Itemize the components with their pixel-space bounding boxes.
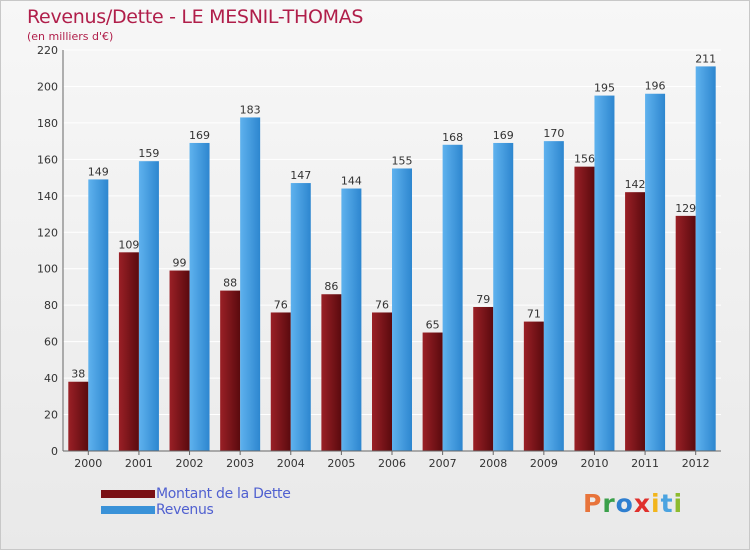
logo-letter: P bbox=[583, 489, 603, 518]
bar-dette bbox=[372, 312, 392, 451]
value-label-dette: 86 bbox=[324, 280, 338, 293]
value-label-dette: 38 bbox=[71, 368, 85, 381]
bar-dette bbox=[625, 192, 646, 451]
value-label-dette: 79 bbox=[476, 293, 490, 306]
bar-revenus bbox=[594, 95, 615, 452]
value-label-revenus: 149 bbox=[88, 165, 109, 178]
y-tick-label: 80 bbox=[44, 299, 58, 312]
x-tick-label: 2008 bbox=[479, 457, 507, 470]
chart-subtitle: (en milliers d'€) bbox=[27, 30, 114, 43]
bar-dette bbox=[473, 307, 494, 451]
value-label-revenus: 195 bbox=[594, 82, 615, 95]
x-tick-label: 2002 bbox=[176, 457, 204, 470]
x-tick-label: 2009 bbox=[530, 457, 558, 470]
value-label-dette: 129 bbox=[675, 202, 696, 215]
proxiti-logo: Proxiti bbox=[583, 489, 683, 518]
y-tick-label: 100 bbox=[37, 263, 58, 276]
bar-revenus bbox=[189, 142, 210, 451]
y-tick-label: 200 bbox=[37, 80, 58, 93]
bar-revenus bbox=[138, 161, 159, 451]
value-label-dette: 88 bbox=[223, 277, 237, 290]
bar-dette bbox=[675, 215, 696, 451]
logo-letter: i bbox=[651, 489, 661, 518]
logo-letter: i bbox=[673, 489, 684, 518]
value-label-revenus: 169 bbox=[493, 129, 514, 142]
legend-swatch-revenus bbox=[101, 506, 155, 514]
value-label-dette: 76 bbox=[375, 298, 389, 311]
x-tick-label: 2011 bbox=[631, 457, 659, 470]
bar-dette bbox=[523, 321, 544, 451]
y-tick-label: 120 bbox=[37, 226, 58, 239]
bar-dette bbox=[422, 332, 443, 451]
x-tick-label: 2010 bbox=[580, 457, 608, 470]
legend-swatch-dette bbox=[101, 490, 155, 498]
bar-revenus bbox=[442, 144, 463, 452]
value-label-revenus: 155 bbox=[392, 154, 413, 167]
axes: 0 20 40 60 80 100 120 140 160 180 200 220 2000 2001 20… bbox=[37, 44, 721, 470]
bars bbox=[68, 66, 716, 452]
bar-revenus bbox=[645, 93, 666, 451]
logo-letter: r bbox=[602, 489, 616, 518]
bar-dette bbox=[169, 270, 190, 451]
value-label-dette: 142 bbox=[625, 178, 646, 191]
logo-letter: x bbox=[633, 489, 651, 518]
logo-letter: t bbox=[660, 489, 674, 518]
value-label-revenus: 168 bbox=[442, 131, 463, 144]
value-label-revenus: 169 bbox=[189, 129, 210, 142]
value-label-revenus: 147 bbox=[290, 169, 311, 182]
y-tick-label: 180 bbox=[37, 117, 58, 130]
value-label-dette: 71 bbox=[527, 308, 541, 321]
bar-revenus bbox=[695, 66, 716, 452]
y-tick-label: 40 bbox=[44, 372, 58, 385]
bar-dette bbox=[68, 381, 89, 451]
bar-dette bbox=[118, 252, 139, 451]
value-label-revenus: 183 bbox=[240, 103, 261, 116]
y-tick-label: 220 bbox=[37, 44, 58, 57]
bar-revenus bbox=[240, 117, 261, 451]
y-tick-label: 140 bbox=[37, 190, 58, 203]
bar-dette bbox=[270, 312, 291, 451]
bar-revenus bbox=[392, 168, 412, 451]
x-tick-label: 2003 bbox=[226, 457, 254, 470]
x-tick-label: 2000 bbox=[74, 457, 102, 470]
x-tick-label: 2004 bbox=[277, 457, 305, 470]
chart-title: Revenus/Dette - LE MESNIL-THOMAS bbox=[27, 6, 364, 28]
y-tick-label: 60 bbox=[44, 336, 58, 349]
logo-letter: o bbox=[615, 489, 634, 518]
bar-revenus bbox=[493, 142, 514, 451]
value-labels: 38 149 109 159 99 169 88 183 76 147 86 144 76 155 65 16… bbox=[71, 52, 716, 380]
value-label-revenus: 211 bbox=[695, 52, 716, 65]
bar-revenus bbox=[88, 179, 109, 451]
value-label-revenus: 144 bbox=[341, 175, 362, 188]
value-label-revenus: 196 bbox=[645, 80, 666, 93]
x-tick-label: 2005 bbox=[327, 457, 355, 470]
y-tick-label: 160 bbox=[37, 153, 58, 166]
value-label-dette: 156 bbox=[574, 153, 595, 166]
bar-dette bbox=[321, 294, 342, 451]
value-label-dette: 109 bbox=[118, 238, 139, 251]
value-label-dette: 99 bbox=[173, 257, 187, 270]
bar-revenus bbox=[341, 188, 362, 451]
value-label-revenus: 170 bbox=[543, 127, 564, 140]
value-label-revenus: 159 bbox=[138, 147, 159, 160]
x-tick-label: 2012 bbox=[682, 457, 710, 470]
value-label-dette: 76 bbox=[274, 298, 288, 311]
legend-label-dette: Montant de la Dette bbox=[156, 486, 291, 502]
legend-label-revenus: Revenus bbox=[156, 502, 214, 518]
bar-revenus bbox=[290, 183, 311, 452]
x-tick-label: 2001 bbox=[125, 457, 153, 470]
x-tick-label: 2006 bbox=[378, 457, 406, 470]
bar-revenus bbox=[543, 141, 564, 452]
y-tick-label: 20 bbox=[44, 409, 58, 422]
bar-dette bbox=[574, 166, 595, 451]
x-tick-label: 2007 bbox=[429, 457, 457, 470]
value-label-dette: 65 bbox=[426, 319, 440, 332]
bar-dette bbox=[220, 290, 241, 451]
y-tick-label: 0 bbox=[51, 445, 58, 458]
